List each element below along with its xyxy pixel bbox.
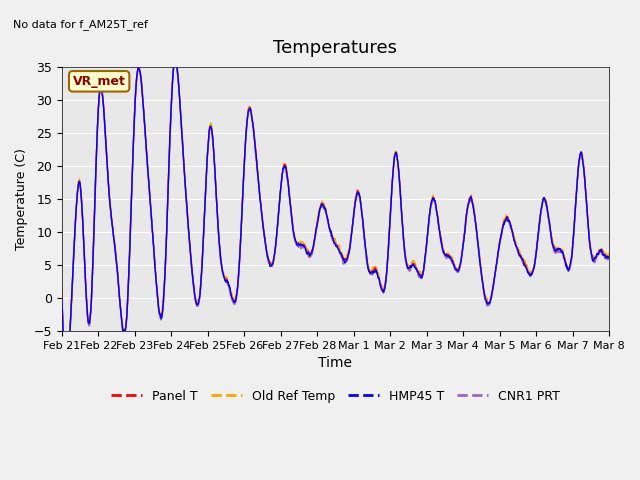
Text: No data for f_AM25T_ref: No data for f_AM25T_ref bbox=[13, 19, 148, 30]
Old Ref Temp bbox=[390, 162, 397, 168]
Old Ref Temp bbox=[58, 288, 66, 294]
Old Ref Temp bbox=[116, 301, 124, 307]
CNR1 PRT bbox=[390, 167, 397, 172]
CNR1 PRT bbox=[243, 126, 250, 132]
HMP45 T bbox=[390, 165, 397, 171]
Text: VR_met: VR_met bbox=[73, 75, 125, 88]
Line: Old Ref Temp: Old Ref Temp bbox=[62, 57, 640, 367]
Panel T bbox=[530, 264, 538, 270]
Panel T bbox=[390, 164, 397, 170]
Old Ref Temp bbox=[62, 364, 70, 370]
Line: CNR1 PRT: CNR1 PRT bbox=[62, 61, 640, 371]
Panel T bbox=[634, 249, 640, 255]
CNR1 PRT bbox=[172, 58, 179, 64]
Old Ref Temp bbox=[530, 262, 538, 267]
CNR1 PRT bbox=[62, 368, 70, 374]
Legend: Panel T, Old Ref Temp, HMP45 T, CNR1 PRT: Panel T, Old Ref Temp, HMP45 T, CNR1 PRT bbox=[106, 384, 564, 408]
CNR1 PRT bbox=[563, 266, 571, 272]
Panel T bbox=[563, 263, 571, 269]
CNR1 PRT bbox=[634, 250, 640, 256]
CNR1 PRT bbox=[58, 296, 66, 302]
Panel T bbox=[243, 124, 250, 130]
HMP45 T bbox=[243, 124, 250, 130]
Panel T bbox=[58, 295, 66, 301]
Old Ref Temp bbox=[172, 54, 179, 60]
HMP45 T bbox=[116, 304, 124, 310]
HMP45 T bbox=[634, 249, 640, 255]
Line: Panel T: Panel T bbox=[62, 61, 640, 371]
CNR1 PRT bbox=[530, 264, 538, 270]
Line: HMP45 T: HMP45 T bbox=[62, 61, 640, 369]
Panel T bbox=[172, 58, 179, 64]
HMP45 T bbox=[58, 296, 66, 301]
HMP45 T bbox=[563, 264, 571, 269]
X-axis label: Time: Time bbox=[319, 356, 353, 370]
Panel T bbox=[116, 304, 124, 310]
HMP45 T bbox=[530, 265, 538, 271]
Y-axis label: Temperature (C): Temperature (C) bbox=[15, 148, 28, 250]
Old Ref Temp bbox=[563, 264, 571, 270]
Old Ref Temp bbox=[243, 121, 250, 127]
Panel T bbox=[62, 368, 70, 373]
Title: Temperatures: Temperatures bbox=[273, 39, 397, 57]
HMP45 T bbox=[172, 58, 179, 64]
HMP45 T bbox=[62, 366, 70, 372]
Old Ref Temp bbox=[634, 247, 640, 252]
CNR1 PRT bbox=[116, 305, 124, 311]
